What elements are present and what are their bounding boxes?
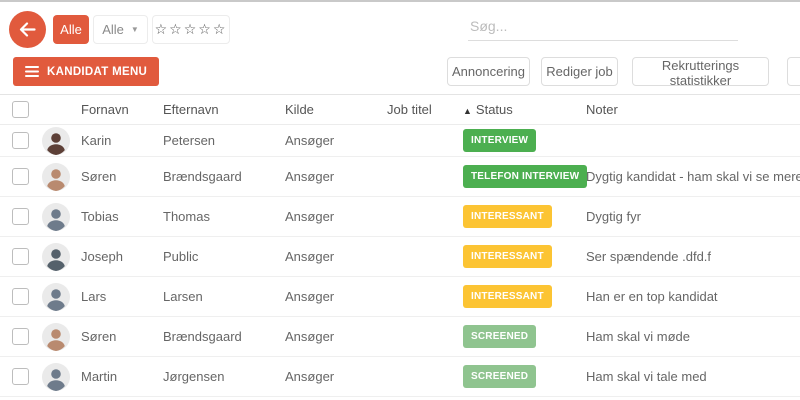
search-input[interactable] (468, 11, 738, 41)
header-job-titel[interactable]: Job titel (387, 102, 432, 117)
cell-noter: Ham skal vi tale med (586, 369, 707, 384)
back-button[interactable] (9, 11, 46, 48)
avatar (42, 322, 70, 351)
sort-asc-icon: ▲ (463, 106, 472, 116)
cell-efternavn: Jørgensen (163, 369, 225, 384)
row-checkbox[interactable] (12, 168, 29, 185)
table-row[interactable]: Lars Larsen Ansøger INTERESSANT Han er e… (0, 277, 800, 317)
star-icons: ☆☆☆☆☆ (154, 21, 228, 37)
cell-kilde: Ansøger (285, 329, 335, 344)
chevron-down-icon: ▼ (130, 25, 139, 34)
avatar (42, 162, 70, 191)
kandidat-menu-label: KANDIDAT MENU (47, 65, 148, 78)
cell-fornavn: Lars (81, 289, 107, 304)
rekrutterings-statistikker-button[interactable]: Rekrutterings statistikker (632, 57, 769, 88)
status-badge[interactable]: TELEFON INTERVIEW (463, 165, 588, 188)
cell-kilde: Ansøger (285, 169, 335, 184)
header-efternavn[interactable]: Efternavn (163, 102, 219, 117)
candidate-table: Karin Petersen Ansøger INTERVIEW Søren B… (0, 125, 800, 397)
avatar (42, 242, 70, 271)
annoncering-button[interactable]: Annoncering (447, 57, 530, 86)
menubar: KANDIDAT MENU Annoncering Rediger job Re… (0, 50, 800, 95)
cell-kilde: Ansøger (285, 369, 335, 384)
table-row[interactable]: Karin Petersen Ansøger INTERVIEW (0, 125, 800, 157)
avatar (42, 202, 70, 231)
cell-kilde: Ansøger (285, 133, 335, 148)
cell-efternavn: Brændsgaard (163, 169, 242, 184)
cell-fornavn: Joseph (81, 249, 123, 264)
row-checkbox[interactable] (12, 208, 29, 225)
cell-noter: Han er en top kandidat (586, 289, 718, 304)
cell-fornavn: Karin (81, 133, 112, 148)
avatar (42, 362, 70, 391)
header-status[interactable]: ▲ Status (463, 102, 513, 117)
row-checkbox[interactable] (12, 248, 29, 265)
status-badge[interactable]: INTERESSANT (463, 245, 552, 268)
cell-efternavn: Petersen (163, 133, 216, 148)
cell-kilde: Ansøger (285, 209, 335, 224)
status-badge[interactable]: INTERVIEW (463, 129, 537, 152)
cell-noter: Ham skal vi møde (586, 329, 691, 344)
partial-button[interactable] (787, 57, 800, 86)
row-checkbox[interactable] (12, 288, 29, 305)
cell-efternavn: Thomas (163, 209, 210, 224)
cell-fornavn: Tobias (81, 209, 119, 224)
rating-filter[interactable]: ☆☆☆☆☆ (152, 15, 230, 44)
cell-efternavn: Larsen (163, 289, 203, 304)
avatar (42, 126, 70, 155)
row-checkbox[interactable] (12, 368, 29, 385)
cell-fornavn: Søren (81, 169, 117, 184)
row-checkbox[interactable] (12, 328, 29, 345)
kandidat-menu-button[interactable]: KANDIDAT MENU (13, 57, 160, 86)
header-kilde[interactable]: Kilde (285, 102, 314, 117)
filter-all-button[interactable]: Alle (53, 15, 89, 44)
avatar (42, 282, 70, 311)
filter-dropdown[interactable]: Alle ▼ (93, 15, 148, 44)
cell-noter: Dygtig kandidat - ham skal vi se mere ti… (586, 169, 800, 184)
table-row[interactable]: Søren Brændsgaard Ansøger TELEFON INTERV… (0, 157, 800, 197)
table-row[interactable]: Tobias Thomas Ansøger INTERESSANT Dygtig… (0, 197, 800, 237)
cell-fornavn: Martin (81, 369, 118, 384)
status-badge[interactable]: INTERESSANT (463, 205, 552, 228)
cell-efternavn: Brændsgaard (163, 329, 242, 344)
cell-noter: Dygtig fyr (586, 209, 641, 224)
header-noter[interactable]: Noter (586, 102, 618, 117)
status-badge[interactable]: INTERESSANT (463, 285, 552, 308)
rediger-job-button[interactable]: Rediger job (541, 57, 618, 86)
status-badge[interactable]: SCREENED (463, 325, 537, 348)
select-all-checkbox[interactable] (12, 101, 29, 118)
arrow-left-icon (19, 22, 36, 37)
table-header: Fornavn Efternavn Kilde Job titel ▲ Statu… (0, 95, 800, 125)
row-checkbox[interactable] (12, 132, 29, 149)
cell-fornavn: Søren (81, 329, 117, 344)
table-row[interactable]: Martin Jørgensen Ansøger SCREENED Ham sk… (0, 357, 800, 397)
table-row[interactable]: Joseph Public Ansøger INTERESSANT Ser sp… (0, 237, 800, 277)
cell-kilde: Ansøger (285, 249, 335, 264)
cell-kilde: Ansøger (285, 289, 335, 304)
header-fornavn[interactable]: Fornavn (81, 102, 129, 117)
table-row[interactable]: Søren Brændsgaard Ansøger SCREENED Ham s… (0, 317, 800, 357)
cell-noter: Ser spændende .dfd.f (586, 249, 712, 264)
status-badge[interactable]: SCREENED (463, 365, 537, 388)
hamburger-icon (25, 66, 39, 77)
cell-efternavn: Public (163, 249, 199, 264)
filter-dropdown-value: Alle (102, 22, 124, 37)
topbar: Alle Alle ▼ ☆☆☆☆☆ (0, 2, 800, 50)
